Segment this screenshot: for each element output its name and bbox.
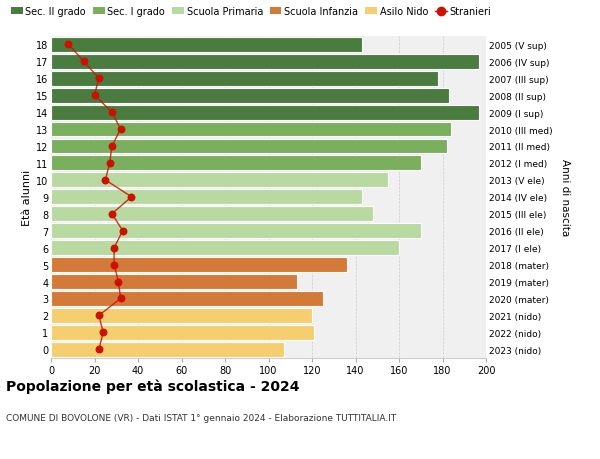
Legend: Sec. II grado, Sec. I grado, Scuola Primaria, Scuola Infanzia, Asilo Nido, Stran: Sec. II grado, Sec. I grado, Scuola Prim… <box>11 7 491 17</box>
Point <box>64 41 73 49</box>
Point <box>113 278 123 285</box>
Point <box>109 261 119 269</box>
Bar <box>51 89 449 103</box>
Point <box>79 58 88 66</box>
Point <box>94 75 104 83</box>
Point <box>109 245 119 252</box>
Point <box>98 329 108 336</box>
Point <box>116 126 125 134</box>
Bar <box>51 38 362 53</box>
Point <box>105 160 115 167</box>
Bar <box>51 173 388 188</box>
Point <box>127 194 136 201</box>
Text: COMUNE DI BOVOLONE (VR) - Dati ISTAT 1° gennaio 2024 - Elaborazione TUTTITALIA.I: COMUNE DI BOVOLONE (VR) - Dati ISTAT 1° … <box>6 413 396 422</box>
Bar <box>51 257 347 273</box>
Bar <box>51 224 421 239</box>
Point <box>90 92 100 100</box>
Bar <box>51 241 399 256</box>
Point <box>118 228 128 235</box>
Bar <box>51 72 438 86</box>
Y-axis label: Età alunni: Età alunni <box>22 169 32 225</box>
Bar <box>51 342 284 357</box>
Point <box>101 177 110 184</box>
Bar <box>51 106 479 120</box>
Bar <box>51 308 312 323</box>
Y-axis label: Anni di nascita: Anni di nascita <box>560 159 571 236</box>
Point <box>107 211 117 218</box>
Point <box>94 312 104 319</box>
Bar <box>51 190 362 205</box>
Text: Popolazione per età scolastica - 2024: Popolazione per età scolastica - 2024 <box>6 379 299 393</box>
Bar <box>51 156 421 171</box>
Point <box>116 295 125 302</box>
Bar <box>51 325 314 340</box>
Point <box>107 109 117 117</box>
Point <box>94 346 104 353</box>
Bar <box>51 291 323 306</box>
Bar <box>51 274 297 289</box>
Bar <box>51 139 447 154</box>
Bar <box>51 55 479 69</box>
Bar <box>51 122 451 137</box>
Point <box>107 143 117 150</box>
Bar <box>51 207 373 222</box>
